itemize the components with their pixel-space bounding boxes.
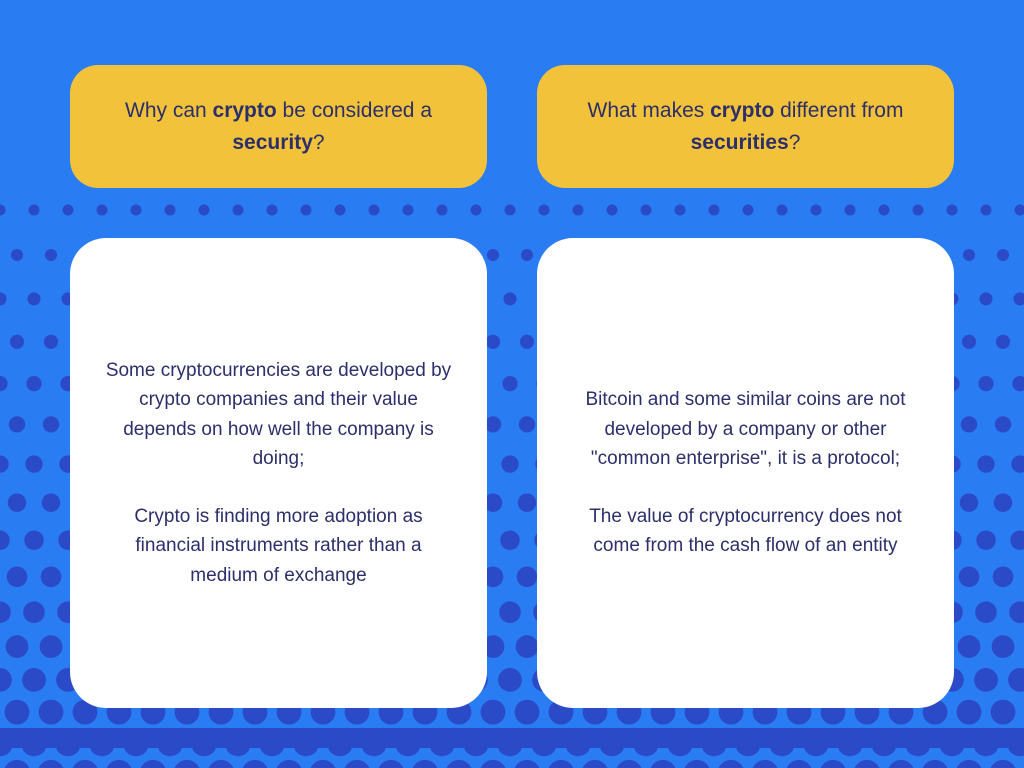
right-header-card: What makes crypto different from securit…	[537, 65, 954, 188]
left-body-card: Some cryptocurrencies are developed by c…	[70, 238, 487, 708]
right-column: What makes crypto different from securit…	[537, 65, 954, 708]
content-row: Why can crypto be considered a security?…	[0, 0, 1024, 768]
left-header-card: Why can crypto be considered a security?	[70, 65, 487, 188]
right-header-text: What makes crypto different from securit…	[588, 99, 904, 154]
left-paragraph-1: Some cryptocurrencies are developed by c…	[102, 356, 455, 474]
left-header-text: Why can crypto be considered a security?	[125, 99, 432, 154]
right-paragraph-2: The value of cryptocurrency does not com…	[569, 502, 922, 561]
right-paragraph-1: Bitcoin and some similar coins are not d…	[569, 385, 922, 473]
right-body-card: Bitcoin and some similar coins are not d…	[537, 238, 954, 708]
left-paragraph-2: Crypto is finding more adoption as finan…	[102, 502, 455, 590]
left-column: Why can crypto be considered a security?…	[70, 65, 487, 708]
